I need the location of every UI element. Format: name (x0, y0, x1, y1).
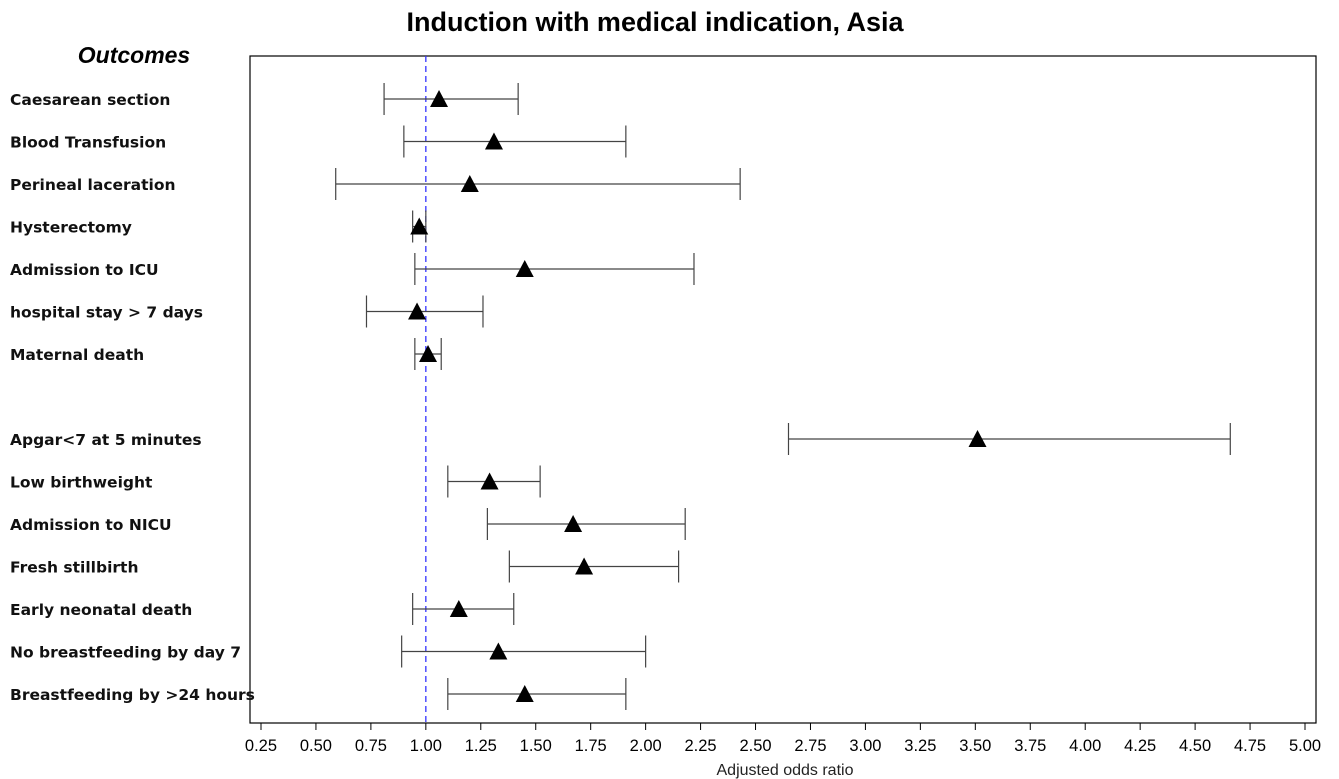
outcome-label: Apgar<7 at 5 minutes (10, 431, 202, 449)
x-tick-label: 2.00 (630, 737, 662, 755)
odds-ratio-marker (410, 217, 429, 235)
x-axis-label: Adjusted odds ratio (717, 762, 854, 779)
outcome-label: Maternal death (10, 346, 144, 364)
odds-ratio-marker (419, 345, 438, 362)
odds-ratio-marker (449, 600, 468, 617)
outcome-label: Admission to NICU (10, 516, 172, 534)
odds-ratio-marker (515, 685, 534, 702)
outcome-label: Fresh stillbirth (10, 559, 138, 577)
outcomes-heading: Outcomes (78, 42, 190, 68)
odds-ratio-marker (575, 557, 594, 575)
outcome-label: No breastfeeding by day 7 (10, 644, 241, 662)
outcome-label: Caesarean section (10, 91, 170, 109)
x-tick-label: 1.75 (575, 737, 607, 755)
odds-ratio-marker (515, 260, 534, 277)
x-tick-label: 4.75 (1234, 737, 1266, 755)
x-tick-label: 1.00 (410, 737, 442, 755)
odds-ratio-marker (430, 90, 449, 107)
x-tick-label: 1.50 (520, 737, 552, 755)
x-tick-label: 4.50 (1179, 737, 1211, 755)
x-tick-label: 1.25 (465, 737, 497, 755)
outcome-label: Early neonatal death (10, 601, 192, 619)
outcome-label: Low birthweight (10, 474, 153, 492)
odds-ratio-marker (460, 175, 479, 192)
outcome-label: Blood Transfusion (10, 134, 166, 152)
odds-ratio-marker (480, 472, 499, 490)
outcome-label: Hysterectomy (10, 219, 132, 237)
x-tick-label: 4.25 (1124, 737, 1156, 755)
x-tick-label: 3.75 (1014, 737, 1046, 755)
outcome-label: Admission to ICU (10, 261, 159, 279)
x-tick-label: 3.25 (904, 737, 936, 755)
plot-frame (249, 55, 1317, 724)
chart-title: Induction with medical indication, Asia (406, 7, 904, 37)
odds-ratio-marker (489, 642, 508, 660)
x-tick-label: 5.00 (1289, 737, 1321, 755)
x-tick-label: 0.75 (355, 737, 387, 755)
outcome-label: Breastfeeding by >24 hours (10, 686, 255, 704)
outcome-label: hospital stay > 7 days (10, 304, 203, 322)
x-tick-label: 3.50 (959, 737, 991, 755)
odds-ratio-marker (484, 132, 503, 150)
x-tick-label: 3.00 (849, 737, 881, 755)
x-tick-label: 0.50 (300, 737, 332, 755)
x-tick-label: 0.25 (245, 737, 277, 755)
x-tick-label: 2.50 (739, 737, 771, 755)
x-tick-label: 2.75 (794, 737, 826, 755)
outcome-label: Perineal laceration (10, 176, 176, 194)
x-tick-label: 4.00 (1069, 737, 1101, 755)
x-tick-label: 2.25 (685, 737, 717, 755)
odds-ratio-marker (408, 302, 427, 320)
odds-ratio-marker (564, 515, 583, 532)
odds-ratio-marker (968, 430, 987, 447)
